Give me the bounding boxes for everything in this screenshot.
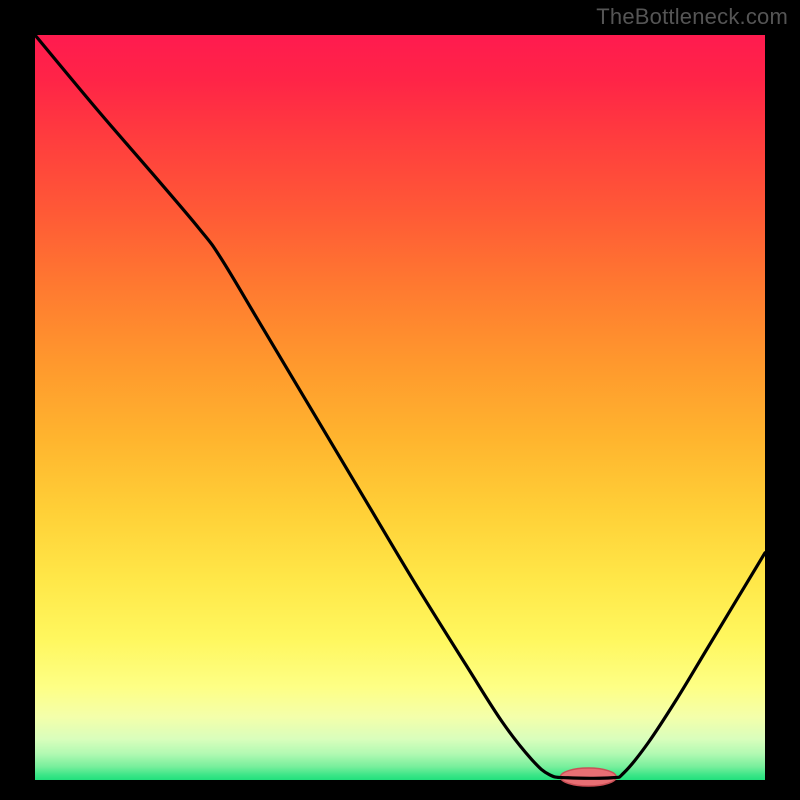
chart-container: TheBottleneck.com [0,0,800,800]
plot-background [35,35,765,780]
bottleneck-chart [0,0,800,800]
watermark-text: TheBottleneck.com [596,4,788,30]
